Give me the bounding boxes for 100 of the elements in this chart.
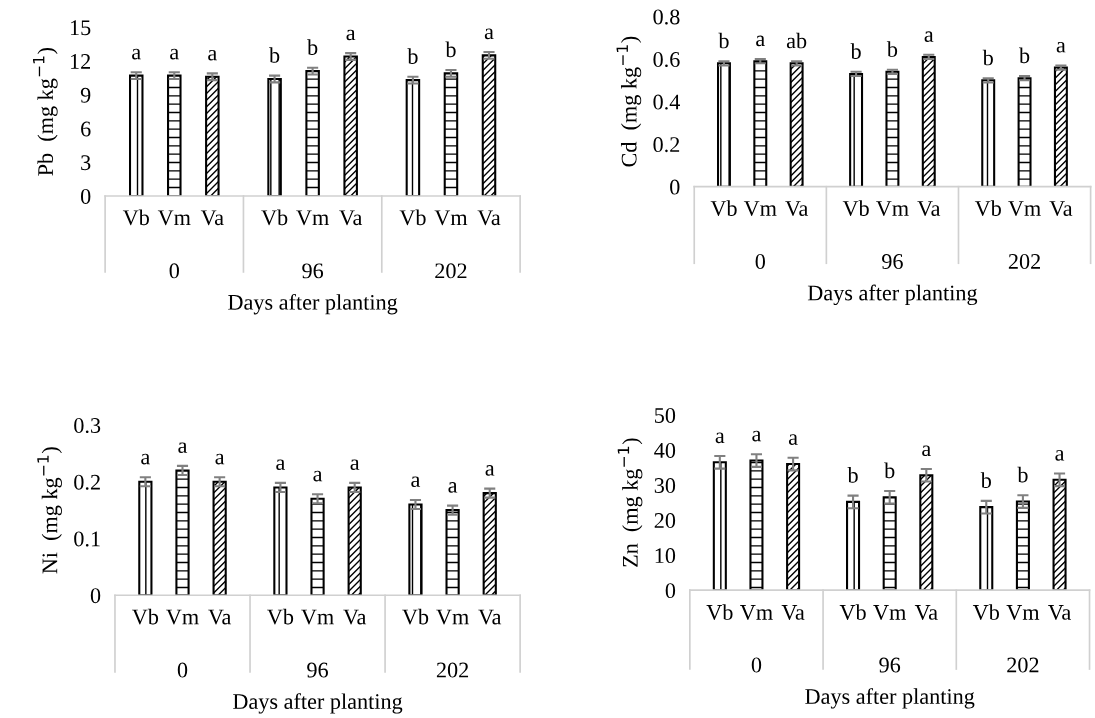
bar — [919, 474, 934, 591]
series-label: Va — [781, 605, 805, 620]
data-label: b — [982, 49, 993, 66]
bar — [712, 461, 727, 591]
data-label: a — [141, 453, 150, 465]
text: Va — [1049, 201, 1073, 217]
data-label: b — [269, 47, 280, 63]
text: Vm — [301, 609, 334, 625]
x-tick-label: 96 — [307, 662, 328, 678]
data-label: a — [215, 453, 225, 465]
data-label: a — [756, 35, 765, 47]
data-label: a — [788, 434, 798, 445]
y-axis-title: Zn (mg kg$^{−1}$) — [617, 438, 643, 567]
x-tick-label: 0 — [755, 253, 765, 269]
data-label: a — [715, 432, 725, 444]
bar — [212, 480, 227, 596]
y-tick-label: 3 — [81, 155, 91, 171]
series-label: Va — [785, 201, 809, 217]
x-tick-label: 96 — [302, 263, 324, 279]
data-label: a — [484, 28, 494, 40]
bar — [849, 72, 864, 187]
data-label: b — [1017, 466, 1028, 483]
y-tick-label: 40 — [654, 442, 676, 458]
data-label: b — [407, 48, 418, 64]
bar — [310, 497, 325, 596]
x-tick-label: 202 — [1008, 253, 1040, 269]
y-axis-title: Cd (mg kg$^{−1}$) — [616, 36, 642, 167]
y-tick-label: 0.3 — [74, 417, 101, 434]
data-label: b — [1019, 47, 1030, 64]
bar — [273, 486, 288, 596]
x-axis-title: Days after planting — [233, 693, 403, 714]
text: Va — [477, 210, 501, 226]
y-tick-label: 0.1 — [74, 531, 100, 547]
data-label: b — [718, 32, 729, 49]
data-label: a — [752, 430, 762, 442]
data-label: a — [346, 29, 356, 41]
bar — [138, 480, 153, 596]
y-tick-label: 20 — [654, 513, 676, 529]
data-label: a — [132, 48, 141, 60]
bar — [885, 70, 900, 187]
bar — [128, 74, 144, 197]
data-label: b — [445, 41, 456, 58]
text: Vm — [157, 210, 191, 226]
y-tick-label: 0 — [90, 588, 101, 604]
bar — [408, 503, 423, 596]
text: Vb — [122, 209, 149, 226]
series-label: Vb — [261, 209, 288, 226]
bar — [753, 60, 768, 187]
data-label: b — [886, 41, 898, 57]
x-tick-label: 202 — [435, 263, 467, 279]
y-tick-label: 0 — [670, 179, 680, 195]
y-tick-label: 0.8 — [653, 9, 680, 25]
x-tick-label: 96 — [882, 254, 903, 269]
data-label: ab — [786, 32, 807, 49]
text: Vm — [434, 210, 468, 226]
data-label: b — [884, 462, 895, 479]
text: Va — [914, 605, 938, 620]
series-label: Vb — [267, 608, 294, 625]
series-label: Vb — [839, 604, 866, 620]
data-label: a — [485, 465, 495, 476]
data-label: a — [276, 459, 286, 471]
x-tick-label: 202 — [1007, 657, 1039, 673]
y-tick-label: 0.2 — [653, 137, 680, 153]
text: Vm — [876, 201, 909, 217]
y-axis-title: Ni (mg kg$^{−1}$) — [37, 447, 62, 574]
y-tick-label: 6 — [81, 121, 91, 137]
bar — [405, 79, 421, 197]
y-axis-title: Pb (mg kg$^{−1}$) — [33, 47, 58, 176]
bar — [445, 509, 460, 596]
y-tick-label: 0.4 — [653, 94, 680, 110]
series-label: Vm — [166, 609, 199, 625]
bar — [979, 506, 994, 591]
text: Vb — [402, 608, 429, 625]
bar — [343, 55, 358, 197]
y-tick-label: 15 — [70, 20, 91, 36]
x-axis-title: Days after planting — [807, 284, 978, 306]
data-label: a — [350, 459, 360, 471]
y-tick-label: 12 — [70, 54, 91, 69]
bar — [167, 74, 182, 197]
text: Vb — [132, 608, 159, 625]
series-label: Vb — [710, 200, 737, 217]
bar — [981, 79, 996, 187]
text: Vm — [743, 201, 777, 217]
bar — [1015, 500, 1030, 591]
series-label: Vm — [740, 605, 773, 620]
bar — [846, 500, 861, 591]
data-label: b — [307, 39, 318, 55]
y-tick-label: 0.2 — [74, 474, 100, 490]
text: Vb — [399, 209, 426, 226]
text: Va — [343, 609, 367, 625]
text: Vm — [1006, 605, 1040, 620]
bar — [482, 492, 497, 596]
data-label: a — [170, 48, 179, 60]
data-label: a — [178, 442, 188, 454]
bar — [205, 75, 220, 197]
x-tick-label: 96 — [879, 657, 901, 673]
bar — [267, 77, 282, 197]
text: Vm — [436, 609, 469, 625]
data-label: a — [1055, 450, 1065, 461]
bar — [749, 459, 764, 591]
